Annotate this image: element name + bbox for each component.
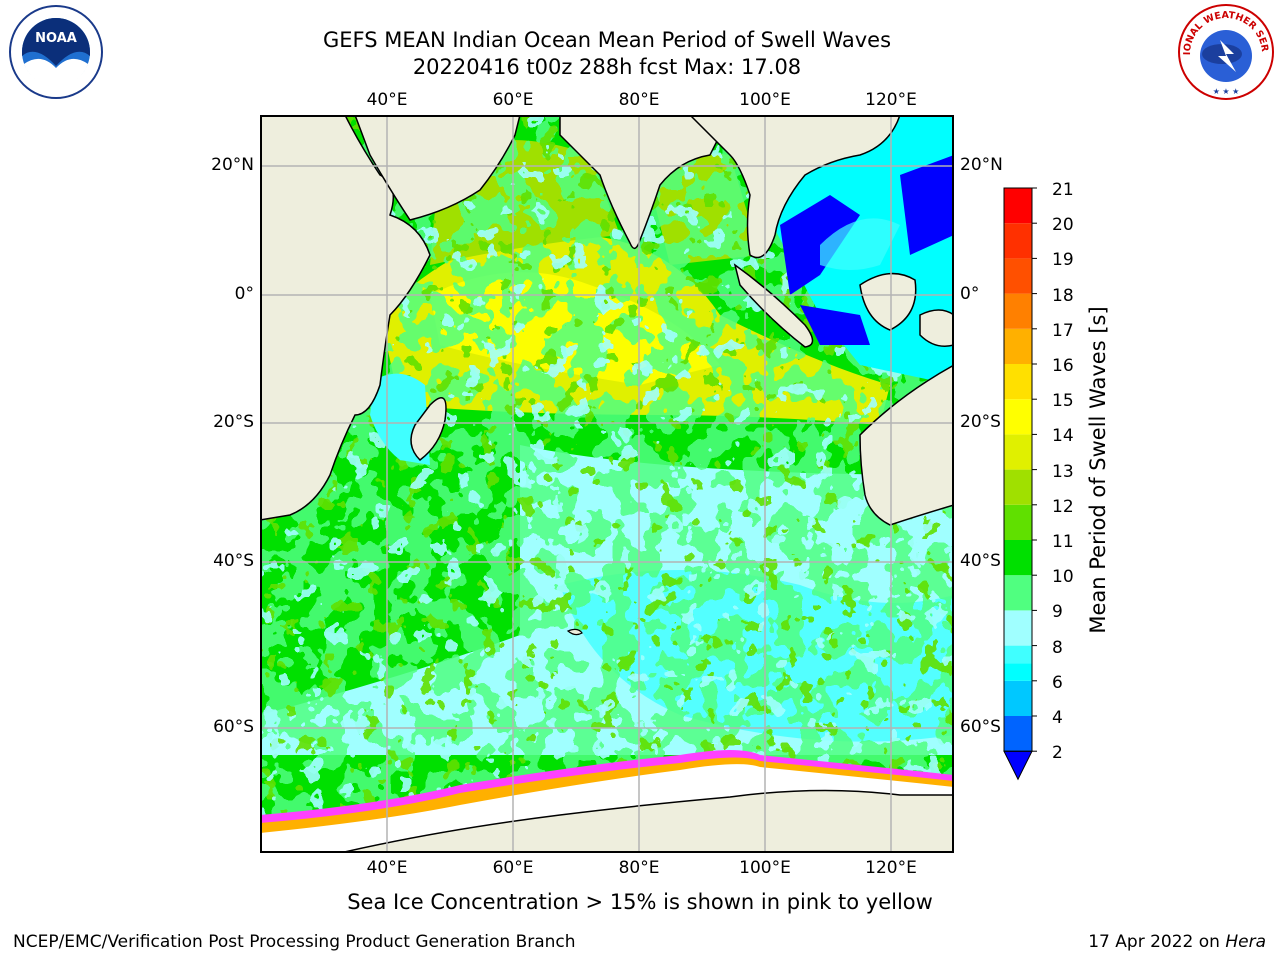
colorbar-tick-label: 10 [1052, 567, 1074, 588]
colorbar-bins [1003, 187, 1037, 781]
noaa-logo: NOAA [6, 4, 106, 100]
map-subtitle: 20220416 t00z 288h fcst Max: 17.08 [412, 55, 802, 79]
colorbar-bin [1004, 223, 1032, 259]
lat-tick-left: 40°S [213, 551, 254, 571]
colorbar-bin [1004, 293, 1032, 329]
colorbar-tick-label: 15 [1052, 391, 1074, 412]
footer-credit: NCEP/EMC/Verification Post Processing Pr… [13, 932, 576, 952]
lat-tick-left: 60°S [213, 717, 254, 737]
sea-ice-note: Sea Ice Concentration > 15% is shown in … [347, 890, 933, 914]
lon-tick-bottom: 80°E [618, 858, 660, 878]
swell-period-map [260, 115, 954, 853]
colorbar-tick-label: 8 [1052, 637, 1063, 658]
colorbar-tick-label: 13 [1052, 461, 1074, 482]
colorbar-bin [1004, 680, 1032, 716]
colorbar-bin [1004, 258, 1032, 294]
footer-date: 17 Apr 2022 on Hera [1088, 932, 1266, 952]
lon-tick-top: 60°E [492, 90, 534, 110]
footer-host: Hera [1225, 932, 1266, 952]
lon-tick-top: 120°E [865, 90, 917, 110]
footer-date-text: 17 Apr 2022 on [1088, 932, 1226, 952]
colorbar-tick-label: 16 [1052, 356, 1074, 376]
colorbar-bin [1004, 645, 1032, 664]
svg-text:★ ★ ★: ★ ★ ★ [1213, 87, 1240, 96]
colorbar-tick-label: 21 [1052, 180, 1074, 200]
colorbar-tick-label: 9 [1052, 602, 1063, 623]
colorbar-bin [1004, 434, 1032, 470]
lat-tick-left: 0° [234, 284, 254, 304]
lon-tick-bottom: 40°E [366, 858, 408, 878]
colorbar-title: Mean Period of Swell Waves [s] [1086, 306, 1110, 634]
colorbar-tick-label: 18 [1052, 285, 1074, 306]
colorbar-tick-label: 4 [1052, 708, 1063, 728]
nws-logo: NATIONAL WEATHER SERVICE ★ ★ ★ [1172, 0, 1276, 100]
colorbar-bin [1004, 716, 1032, 752]
lat-tick-right: 60°S [960, 717, 1001, 737]
lon-tick-bottom: 100°E [739, 858, 791, 878]
lon-tick-bottom: 60°E [492, 858, 534, 878]
lat-tick-right: 20°N [960, 155, 1003, 175]
lon-tick-top: 80°E [618, 90, 660, 110]
lat-tick-left: 20°N [211, 155, 254, 175]
lon-tick-top: 40°E [366, 90, 408, 110]
noaa-logo-text: NOAA [35, 31, 77, 46]
colorbar-bin [1004, 469, 1032, 505]
lon-tick-top: 100°E [739, 90, 791, 110]
colorbar-tick-label: 11 [1052, 532, 1074, 552]
colorbar-tick-label: 14 [1052, 426, 1074, 447]
colorbar-tick-label: 6 [1052, 672, 1063, 693]
map-title: GEFS MEAN Indian Ocean Mean Period of Sw… [322, 28, 892, 52]
colorbar-tick-label: 12 [1052, 496, 1074, 517]
colorbar-bin [1004, 610, 1032, 646]
colorbar-tick-label: 2 [1052, 743, 1063, 764]
colorbar-bin [1004, 399, 1032, 435]
colorbar-tick-label: 20 [1052, 215, 1074, 236]
lat-tick-left: 20°S [213, 412, 254, 432]
lat-tick-right: 20°S [960, 412, 1001, 432]
lat-tick-right: 40°S [960, 551, 1001, 571]
colorbar-bin [1004, 504, 1032, 540]
colorbar [990, 180, 1050, 794]
colorbar-under-arrow [1003, 750, 1033, 781]
colorbar-bin [1004, 575, 1032, 611]
colorbar-bin [1004, 364, 1032, 400]
colorbar-bin [1004, 188, 1032, 224]
lon-tick-bottom: 120°E [865, 858, 917, 878]
lat-tick-right: 0° [960, 284, 980, 304]
colorbar-tick-label: 19 [1052, 250, 1074, 271]
colorbar-tick-label: 17 [1052, 320, 1074, 341]
colorbar-bin [1004, 663, 1032, 681]
colorbar-bin [1004, 328, 1032, 364]
colorbar-bin [1004, 540, 1032, 576]
